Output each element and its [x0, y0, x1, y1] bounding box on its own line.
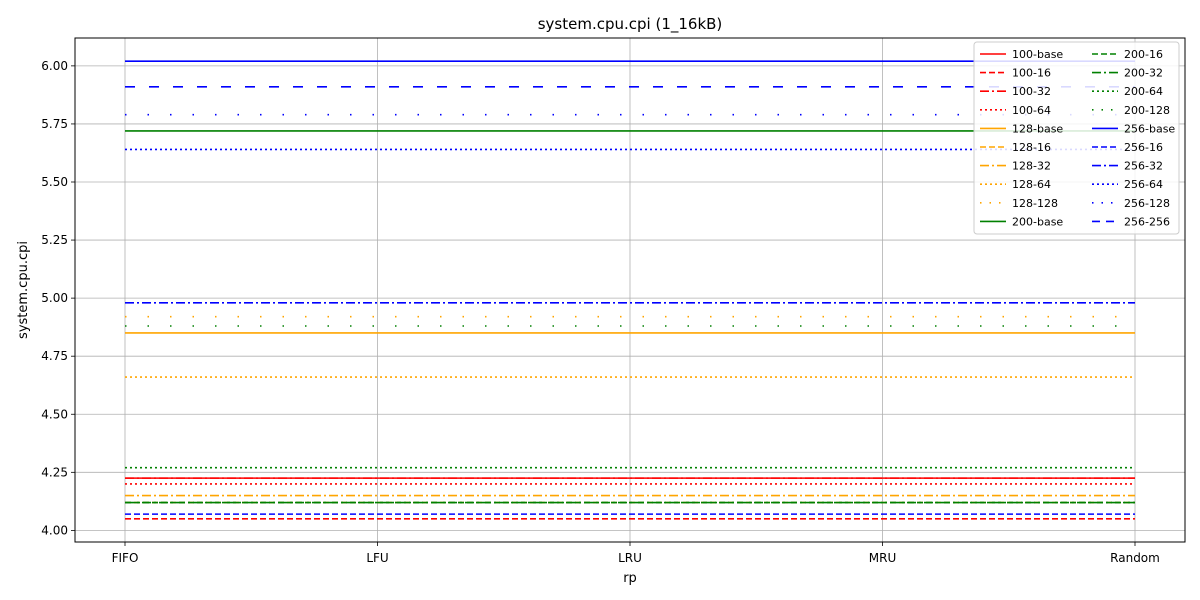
x-tick-label: MRU	[869, 551, 896, 565]
legend-item: 256-128	[1092, 197, 1170, 210]
legend-item: 100-16	[980, 67, 1051, 80]
legend-item: 256-64	[1092, 178, 1163, 191]
legend-label: 200-128	[1124, 104, 1170, 117]
legend-item: 100-base	[980, 48, 1063, 61]
legend-item: 200-32	[1092, 67, 1163, 80]
legend-item: 128-32	[980, 160, 1051, 173]
x-tick-label: FIFO	[112, 551, 139, 565]
legend-label: 256-32	[1124, 160, 1163, 173]
x-axis-label: rp	[623, 571, 637, 586]
legend-item: 256-256	[1092, 215, 1170, 228]
tick-layer: 4.00 4.25 4.50 4.75 5.00 5.25 5.50 5.75 6.00 FIFO…	[41, 59, 1160, 565]
x-tick-label: LFU	[366, 551, 388, 565]
legend-label: 128-16	[1012, 141, 1051, 154]
legend-label: 100-base	[1012, 48, 1063, 61]
legend-label: 128-64	[1012, 178, 1051, 191]
legend-box	[973, 41, 1180, 235]
y-tick-label: 4.75	[41, 349, 68, 363]
legend-label: 100-16	[1012, 67, 1051, 80]
x-tick-label: LRU	[618, 551, 642, 565]
legend-label: 256-base	[1124, 122, 1175, 135]
legend-label: 256-128	[1124, 197, 1170, 210]
legend-label: 200-16	[1124, 48, 1163, 61]
legend-label: 100-32	[1012, 85, 1051, 98]
y-tick-label: 4.50	[41, 407, 68, 421]
y-tick-label: 5.75	[41, 117, 68, 131]
chart-title: system.cpu.cpi (1_16kB)	[538, 15, 723, 34]
legend-item: 128-16	[980, 141, 1051, 154]
legend-label: 200-32	[1124, 67, 1163, 80]
legend-item: 256-base	[1092, 122, 1175, 135]
series-layer	[125, 60, 1135, 520]
legend-label: 256-64	[1124, 178, 1163, 191]
legend: 100-base 100-16 100-32 100-64 128-base 128-16…	[973, 41, 1180, 235]
legend-label: 256-16	[1124, 141, 1163, 154]
legend-label: 200-base	[1012, 215, 1063, 228]
legend-label: 100-64	[1012, 104, 1051, 117]
x-tick-label: Random	[1110, 551, 1160, 565]
y-tick-label: 4.25	[41, 465, 68, 479]
y-tick-label: 5.00	[41, 291, 68, 305]
y-tick-label: 5.50	[41, 175, 68, 189]
legend-item: 128-base	[980, 122, 1063, 135]
legend-item: 200-base	[980, 215, 1063, 228]
legend-item: 200-16	[1092, 48, 1163, 61]
legend-label: 128-base	[1012, 122, 1063, 135]
y-axis-label: system.cpu.cpi	[16, 241, 31, 339]
legend-label: 200-64	[1124, 85, 1163, 98]
legend-label: 128-128	[1012, 197, 1058, 210]
y-tick-label: 5.25	[41, 233, 68, 247]
legend-item: 100-32	[980, 85, 1051, 98]
y-tick-label: 4.00	[41, 523, 68, 537]
legend-item: 256-32	[1092, 160, 1163, 173]
legend-item: 100-64	[980, 104, 1051, 117]
y-tick-label: 6.00	[41, 59, 68, 73]
legend-item: 200-64	[1092, 85, 1163, 98]
legend-item: 128-128	[980, 197, 1058, 210]
legend-label: 128-32	[1012, 160, 1051, 173]
legend-item: 256-16	[1092, 141, 1163, 154]
legend-item: 200-128	[1092, 104, 1170, 117]
legend-label: 256-256	[1124, 215, 1170, 228]
legend-item: 128-64	[980, 178, 1051, 191]
